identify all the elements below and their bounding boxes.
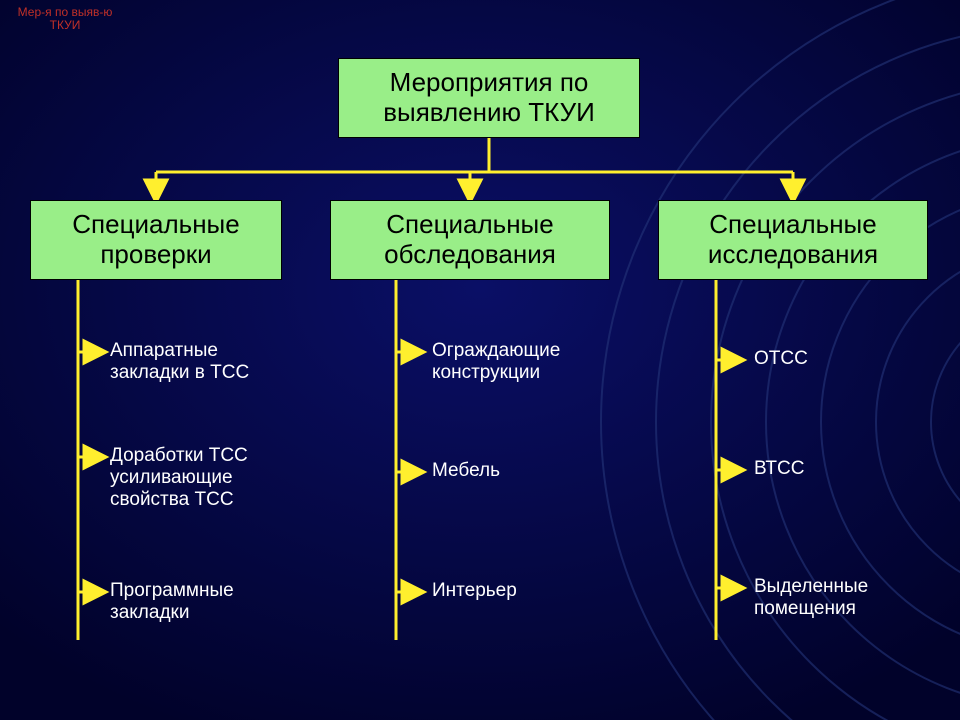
branch-box-0: Специальные проверки [30,200,282,280]
leaf-2-1: ВТСС [754,458,944,480]
diagram-stage: Мер-я по выяв-юТКУИ Мероприятия по выявле… [0,0,960,720]
leaf-1-0: Ограждающие конструкции [432,340,622,384]
leaf-0-0: Аппаратные закладки в ТСС [110,340,300,384]
leaf-label: Программные закладки [110,580,234,623]
corner-label-line1: Мер-я по выяв-ю [18,5,113,19]
branch-box-1: Специальные обследования [330,200,610,280]
leaf-2-2: Выделенные помещения [754,576,944,620]
leaf-label: Доработки ТСС усиливающие свойства ТСС [110,445,248,510]
leaf-1-1: Мебель [432,460,622,482]
leaf-label: Выделенные помещения [754,576,868,619]
leaf-label: Мебель [432,460,500,481]
leaf-0-1: Доработки ТСС усиливающие свойства ТСС [110,445,300,511]
branch-box-label: Специальные проверки [37,210,275,270]
branch-box-label: Специальные исследования [665,210,921,270]
root-box: Мероприятия по выявлению ТКУИ [338,58,640,138]
leaf-2-0: ОТСС [754,348,944,370]
corner-label-line2: ТКУИ [50,18,81,32]
leaf-label: Аппаратные закладки в ТСС [110,340,249,383]
leaf-0-2: Программные закладки [110,580,300,624]
leaf-1-2: Интерьер [432,580,622,602]
leaf-label: ОТСС [754,348,808,369]
leaf-label: ВТСС [754,458,804,479]
leaf-label: Интерьер [432,580,517,601]
leaf-label: Ограждающие конструкции [432,340,560,383]
branch-box-2: Специальные исследования [658,200,928,280]
corner-label: Мер-я по выяв-юТКУИ [10,6,120,32]
root-box-label: Мероприятия по выявлению ТКУИ [345,68,633,128]
branch-box-label: Специальные обследования [337,210,603,270]
